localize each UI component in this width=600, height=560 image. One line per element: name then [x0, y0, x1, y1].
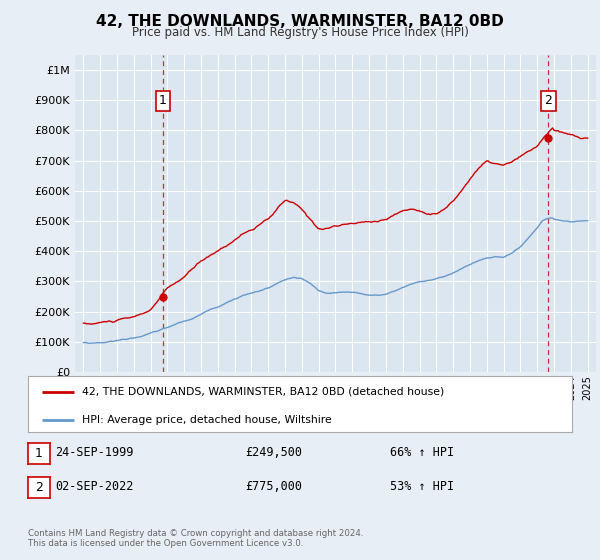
Text: 1: 1 [35, 447, 43, 460]
Text: 2: 2 [545, 95, 553, 108]
Text: £775,000: £775,000 [245, 479, 302, 492]
Text: Contains HM Land Registry data © Crown copyright and database right 2024.
This d: Contains HM Land Registry data © Crown c… [28, 529, 364, 548]
Text: HPI: Average price, detached house, Wiltshire: HPI: Average price, detached house, Wilt… [82, 414, 332, 424]
Text: £249,500: £249,500 [245, 446, 302, 459]
Text: 02-SEP-2022: 02-SEP-2022 [55, 479, 133, 492]
Text: 42, THE DOWNLANDS, WARMINSTER, BA12 0BD: 42, THE DOWNLANDS, WARMINSTER, BA12 0BD [96, 14, 504, 29]
Text: 24-SEP-1999: 24-SEP-1999 [55, 446, 133, 459]
Text: 42, THE DOWNLANDS, WARMINSTER, BA12 0BD (detached house): 42, THE DOWNLANDS, WARMINSTER, BA12 0BD … [82, 386, 445, 396]
Text: 53% ↑ HPI: 53% ↑ HPI [390, 479, 454, 492]
Text: Price paid vs. HM Land Registry's House Price Index (HPI): Price paid vs. HM Land Registry's House … [131, 26, 469, 39]
Text: 66% ↑ HPI: 66% ↑ HPI [390, 446, 454, 459]
Text: 2: 2 [35, 481, 43, 494]
Text: 1: 1 [159, 95, 167, 108]
